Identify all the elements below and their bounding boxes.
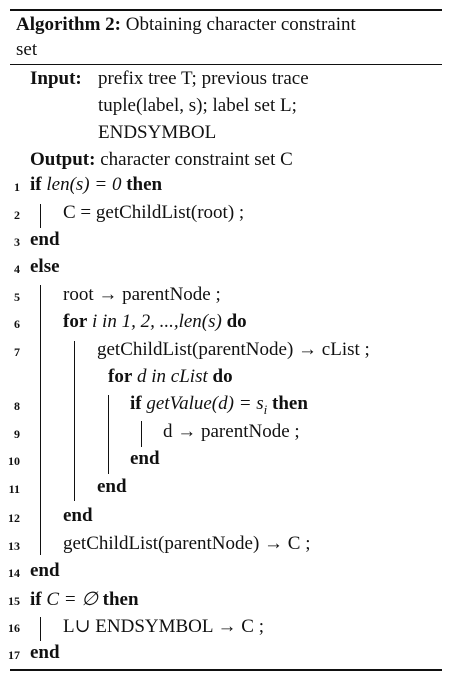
top-rule <box>10 9 442 11</box>
line-number: 8 <box>14 399 20 413</box>
indent-bar <box>74 341 75 501</box>
algorithm-title: Algorithm 2: Obtaining character constra… <box>16 12 436 62</box>
indent-bar <box>40 285 41 555</box>
bottom-rule <box>10 669 442 671</box>
line-number: 6 <box>14 317 20 331</box>
code-line-13: getChildList(parentNode) → C ; <box>63 533 311 554</box>
line-number: 15 <box>8 594 20 608</box>
code-line-17: end <box>30 642 60 663</box>
code-line-10: end <box>130 448 160 469</box>
algorithm-title-text: Obtaining character constraint <box>125 14 356 35</box>
input-line-3: ENDSYMBOL <box>98 122 217 143</box>
input-line-1: prefix tree T; previous trace <box>98 68 309 89</box>
output-label: Output: <box>30 149 96 170</box>
code-line-7: getChildList(parentNode) → cList ; <box>97 339 370 360</box>
input-label: Input: <box>30 68 82 89</box>
code-line-5: root → parentNode ; <box>63 284 221 305</box>
code-line-9: d → parentNode ; <box>163 421 300 442</box>
indent-bar <box>40 204 41 228</box>
indent-bar <box>141 421 142 447</box>
code-line-12: end <box>63 505 93 526</box>
algorithm-title-text-cont: set <box>16 39 38 60</box>
line-number: 14 <box>8 566 20 580</box>
line-number: 2 <box>14 208 20 222</box>
line-number: 16 <box>8 621 20 635</box>
code-line-16: L∪ ENDSYMBOL → C ; <box>63 616 265 637</box>
algorithm-label: Algorithm 2: <box>16 14 122 35</box>
indent-bar <box>108 395 109 474</box>
indent-bar <box>40 617 41 641</box>
code-line-11: end <box>97 476 127 497</box>
input-label-line: Input: <box>30 66 82 91</box>
code-line-1: if len(s) = 0 then <box>30 174 163 195</box>
line-number: 7 <box>14 345 20 359</box>
output-text: character constraint set C <box>100 149 293 170</box>
output-line: Output: character constraint set C <box>30 147 293 172</box>
code-line-4: else <box>30 256 60 277</box>
code-line-3: end <box>30 229 60 250</box>
line-number: 13 <box>8 539 20 553</box>
title-rule <box>10 64 442 65</box>
code-line-15: if C = ∅ then <box>30 589 139 610</box>
line-number: 5 <box>14 290 20 304</box>
code-line-2: C = getChildList(root) ; <box>63 202 245 223</box>
code-line-6: for i in 1, 2, ...,len(s) do <box>63 311 247 332</box>
line-number: 11 <box>8 482 20 496</box>
line-number: 9 <box>14 427 20 441</box>
line-number: 4 <box>14 262 20 276</box>
line-number: 1 <box>14 180 20 194</box>
line-number: 17 <box>8 648 20 662</box>
code-line-for-d: for d in cList do <box>108 366 233 387</box>
code-line-14: end <box>30 560 60 581</box>
code-line-8: if getValue(d) = si then <box>130 393 308 417</box>
line-number: 10 <box>8 454 20 468</box>
line-number: 12 <box>8 511 20 525</box>
line-number: 3 <box>14 235 20 249</box>
input-line-2: tuple(label, s); label set L; <box>98 95 297 116</box>
